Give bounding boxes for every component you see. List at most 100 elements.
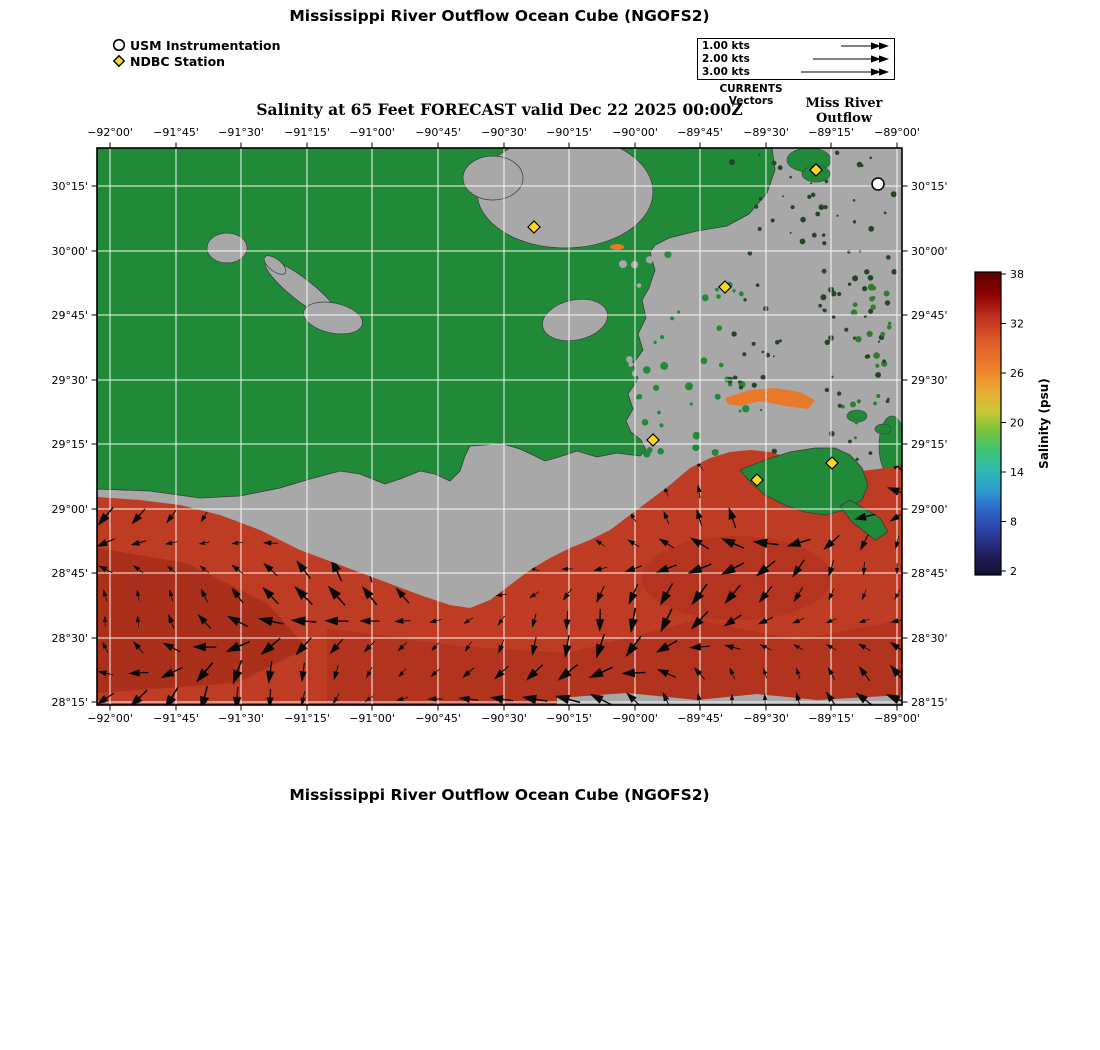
colorbar-label: Salinity (psu) xyxy=(1037,378,1051,469)
lat-tick-label: 29°30' xyxy=(911,374,948,387)
lon-tick-label: −91°15' xyxy=(284,126,330,139)
lon-tick-label: −90°15' xyxy=(546,712,592,725)
lat-tick-label: 29°30' xyxy=(51,374,88,387)
land-patch xyxy=(846,409,868,423)
currents-speed-label: 1.00 kts xyxy=(702,40,750,52)
lat-tick-label: 28°45' xyxy=(51,567,88,580)
map-overlay-shape xyxy=(327,620,902,705)
lon-tick-label: −89°15' xyxy=(808,712,854,725)
lat-tick-label: 28°45' xyxy=(911,567,948,580)
lon-tick-label: −91°45' xyxy=(153,126,199,139)
currents-legend-row: 3.00 kts xyxy=(698,66,894,78)
ndbc-station-marker xyxy=(646,433,660,447)
lon-tick-label: −89°45' xyxy=(677,126,723,139)
lon-tick-label: −91°15' xyxy=(284,712,330,725)
lon-tick-label: −90°45' xyxy=(415,712,461,725)
lon-tick-label: −91°00' xyxy=(349,126,395,139)
colorbar-tick-label: 14 xyxy=(1010,466,1024,479)
lake xyxy=(263,255,287,275)
lake xyxy=(542,298,608,342)
map-overlay-shape xyxy=(725,388,815,409)
station-legend: USM Instrumentation NDBC Station xyxy=(112,37,281,69)
currents-speed-label: 3.00 kts xyxy=(702,66,750,78)
lat-tick-label: 29°00' xyxy=(51,503,88,516)
ndbc-station-marker xyxy=(527,220,541,234)
map-border xyxy=(96,147,903,706)
lon-tick-label: −92°00' xyxy=(87,126,133,139)
ndbc-station-marker xyxy=(718,280,732,294)
lon-tick-label: −89°00' xyxy=(874,712,920,725)
lon-tick-label: −91°30' xyxy=(218,712,264,725)
lon-tick-label: −90°45' xyxy=(415,126,461,139)
lat-tick-label: 28°30' xyxy=(51,632,88,645)
lat-tick-label: 30°00' xyxy=(51,245,88,258)
lon-tick-label: −90°30' xyxy=(481,712,527,725)
lon-tick-label: −90°00' xyxy=(612,712,658,725)
legend-row-ndbc: NDBC Station xyxy=(112,53,281,69)
lon-tick-label: −89°00' xyxy=(874,126,920,139)
map-overlay-shape xyxy=(642,536,832,620)
current-arrow-icon xyxy=(813,55,889,63)
map-figure-svg: −92°00' −92°00' −91°45' −91°45' −91°30' −91°3… xyxy=(51,126,1051,725)
ndbc-marker-icon xyxy=(112,54,126,68)
lat-tick-label: 28°15' xyxy=(51,696,88,709)
marsh-gray-speckle xyxy=(619,246,738,458)
lon-tick-label: −89°30' xyxy=(743,712,789,725)
lat-tick-label: 29°15' xyxy=(911,438,948,451)
lon-tick-label: −90°00' xyxy=(612,126,658,139)
current-arrow-icon xyxy=(801,68,889,76)
lat-tick-label: 28°30' xyxy=(911,632,948,645)
currents-speed-label: 2.00 kts xyxy=(702,53,750,65)
forecast-subtitle: Salinity at 65 Feet FORECAST valid Dec 2… xyxy=(256,100,743,119)
lon-tick-label: −89°15' xyxy=(808,126,854,139)
land-patch xyxy=(874,423,892,435)
lake xyxy=(303,301,363,335)
lat-tick-label: 30°15' xyxy=(51,180,88,193)
ndbc-legend-label: NDBC Station xyxy=(130,53,226,69)
lat-tick-label: 29°15' xyxy=(51,438,88,451)
colorbar-tick-label: 38 xyxy=(1010,268,1024,281)
lon-tick-label: −91°30' xyxy=(218,126,264,139)
ndbc-station-marker xyxy=(809,163,823,177)
lake xyxy=(462,155,524,201)
miss-river-outflow-label: Miss River Outflow xyxy=(805,96,883,126)
usm-legend-label: USM Instrumentation xyxy=(130,37,281,53)
legend-row-usm: USM Instrumentation xyxy=(112,37,281,53)
lon-tick-label: −90°15' xyxy=(546,126,592,139)
axes: −92°00' −92°00' −91°45' −91°45' −91°30' −91°3… xyxy=(51,126,947,725)
gulf-high-salinity-water xyxy=(97,450,902,705)
current-arrow-icon xyxy=(841,42,889,50)
colorbar-tick-label: 8 xyxy=(1010,516,1017,529)
lat-tick-label: 30°00' xyxy=(911,245,948,258)
lat-tick-label: 29°45' xyxy=(911,309,948,322)
lat-tick-label: 29°00' xyxy=(911,503,948,516)
lake xyxy=(206,232,248,264)
colorbar-gradient xyxy=(974,271,1002,576)
lat-tick-label: 29°45' xyxy=(51,309,88,322)
usm-marker-icon xyxy=(112,38,126,52)
figure-title-top: Mississippi River Outflow Ocean Cube (NG… xyxy=(289,7,710,25)
usm-station-marker xyxy=(871,177,885,191)
colorbar-tick-label: 26 xyxy=(1010,367,1024,380)
lon-tick-label: −90°30' xyxy=(481,126,527,139)
currents-legend-box: 1.00 kts 2.00 kts 3.00 kts xyxy=(697,38,895,80)
map-area xyxy=(97,148,902,705)
gridlines xyxy=(97,148,902,705)
lon-tick-label: −92°00' xyxy=(87,712,133,725)
currents-legend-row: 1.00 kts xyxy=(698,40,894,52)
figure-title-bottom: Mississippi River Outflow Ocean Cube (NG… xyxy=(289,786,710,804)
lon-tick-label: −89°45' xyxy=(677,712,723,725)
island-chain-speckle xyxy=(841,283,892,440)
lon-tick-label: −89°30' xyxy=(743,126,789,139)
colorbar: 38 32 26 20 14 8 2 Salinity (psu) xyxy=(974,268,1051,578)
map-overlay-shape xyxy=(610,244,624,250)
lat-tick-label: 30°15' xyxy=(911,180,948,193)
lon-tick-label: −91°00' xyxy=(349,712,395,725)
ndbc-station-marker xyxy=(750,473,764,487)
lat-tick-label: 28°15' xyxy=(911,696,948,709)
lon-tick-label: −91°45' xyxy=(153,712,199,725)
colorbar-tick-label: 2 xyxy=(1010,565,1017,578)
colorbar-tick-label: 20 xyxy=(1010,417,1024,430)
currents-legend-row: 2.00 kts xyxy=(698,53,894,65)
